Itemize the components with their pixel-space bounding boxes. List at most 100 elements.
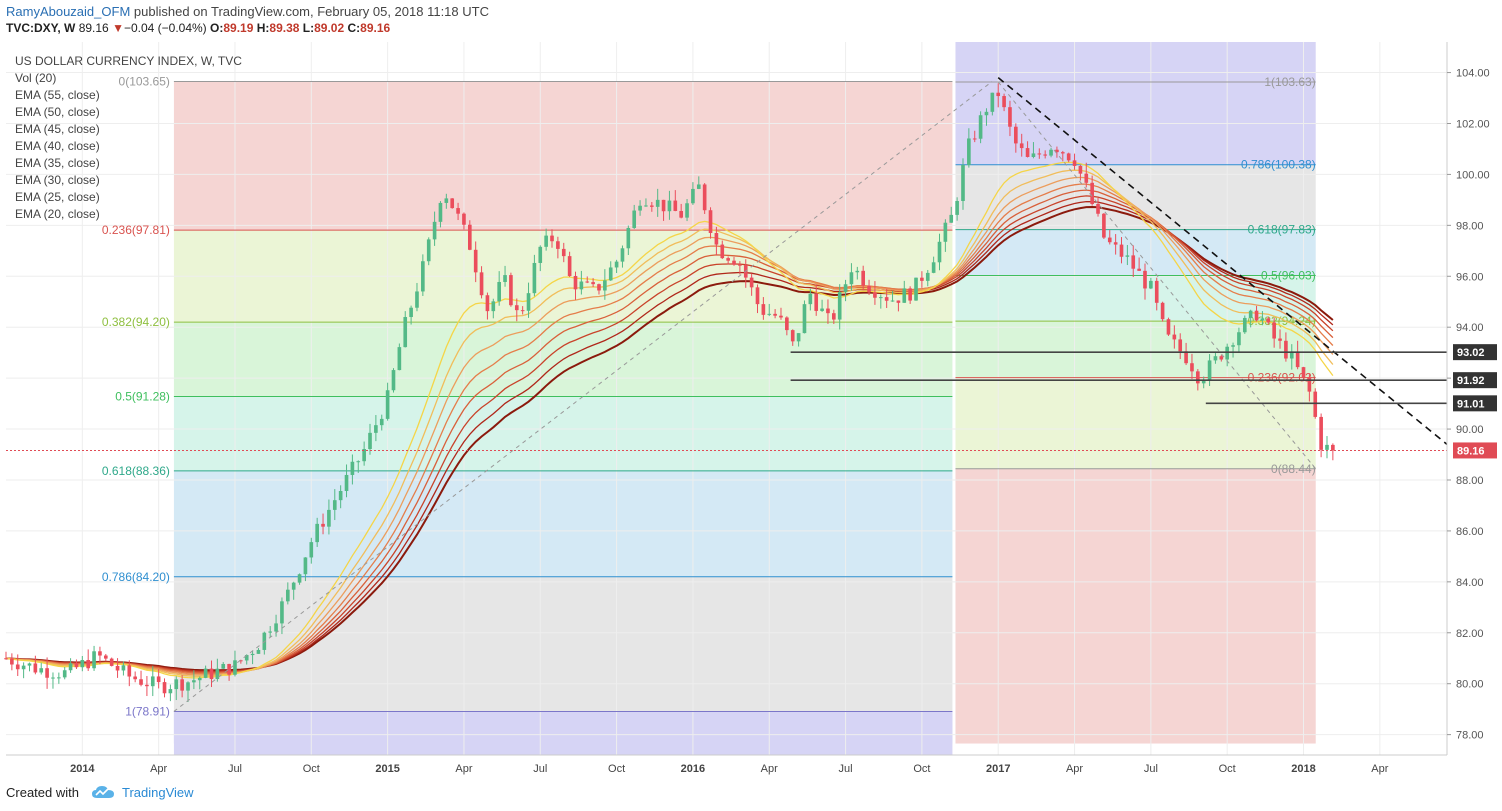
ema-20-line [5, 161, 1334, 679]
fib-a-band [173, 470, 953, 577]
candle-body [1225, 346, 1230, 360]
candle-body [127, 665, 132, 677]
candle-body [1178, 339, 1183, 352]
y-tick-label: 82.00 [1456, 628, 1484, 640]
candle-body [1060, 152, 1065, 154]
candle-body [1201, 380, 1206, 384]
candle-body [908, 288, 912, 301]
candle-body [309, 542, 314, 558]
legend-ema-30[interactable]: EMA (30, close) [15, 173, 100, 187]
ema-lines [5, 161, 1334, 679]
candle-body [4, 658, 8, 660]
y-tick-label: 86.00 [1456, 526, 1484, 538]
fib-b-connector [997, 81, 1317, 470]
candle-body [649, 205, 654, 207]
candle-body [1037, 153, 1042, 155]
candle-body [285, 589, 290, 602]
candle-body [961, 164, 965, 202]
candle-body [385, 390, 390, 419]
x-tick-label: Oct [913, 763, 930, 775]
candle-body [561, 248, 566, 257]
candle-body [556, 241, 560, 249]
candle-body [696, 184, 701, 189]
legend-vol[interactable]: Vol (20) [15, 71, 57, 85]
created-with-label: Created with [6, 785, 79, 800]
candle-body [491, 301, 496, 312]
candle-body [937, 241, 942, 263]
candle-body [1196, 371, 1200, 384]
legend-ema-45[interactable]: EMA (45, close) [15, 122, 100, 136]
candle-body [426, 239, 431, 262]
y-tick-label: 100.00 [1456, 169, 1490, 181]
candle-body [949, 214, 954, 223]
ema-30-line [5, 176, 1334, 676]
low-value: 89.02 [314, 21, 345, 35]
candle-body [732, 260, 736, 265]
candle-body [1301, 367, 1306, 378]
candle-body [10, 658, 14, 665]
candle-body [978, 115, 983, 139]
candle-body [1166, 319, 1171, 335]
candle-body [890, 300, 895, 302]
candle-body [943, 222, 948, 242]
candle-body [21, 665, 26, 670]
candle-body [27, 663, 32, 666]
candle-body [162, 682, 167, 694]
candle-body [438, 202, 443, 222]
fib-b-level-label: 0.236(92.02) [1248, 371, 1316, 385]
candle-body [591, 282, 595, 285]
candle-body [197, 677, 202, 681]
legend-ema-55[interactable]: EMA (55, close) [15, 88, 100, 102]
x-tick-label: Oct [608, 763, 625, 775]
candle-body [1119, 244, 1124, 257]
y-tick-label: 84.00 [1456, 577, 1484, 589]
legend-title[interactable]: US DOLLAR CURRENCY INDEX, W, TVC [15, 54, 242, 68]
candle-body [156, 676, 161, 683]
x-tick-label: Apr [1066, 763, 1083, 775]
candle-body [984, 111, 989, 116]
candle-body [632, 210, 637, 228]
legend-ema-25[interactable]: EMA (25, close) [15, 190, 100, 204]
candle-body [608, 267, 613, 281]
fib-b-band-base [955, 468, 1316, 744]
candle-body [15, 664, 20, 670]
candle-body [755, 287, 760, 305]
candle-body [790, 330, 795, 342]
candle-body [1272, 322, 1276, 339]
publisher-name[interactable]: RamyAbouzaid_OFM [6, 4, 131, 19]
candle-body [297, 574, 302, 583]
x-tick-label: 2016 [681, 763, 705, 775]
candle-body [773, 313, 777, 316]
candle-body [832, 313, 836, 320]
candle-body [1049, 149, 1053, 156]
candle-body [103, 655, 108, 659]
candle-body [925, 272, 930, 281]
legend-ema-40[interactable]: EMA (40, close) [15, 139, 100, 153]
fib-b-band [955, 377, 1316, 469]
legend-ema-35[interactable]: EMA (35, close) [15, 156, 100, 170]
candle-body [174, 679, 179, 690]
legend-ema-20[interactable]: EMA (20, close) [15, 207, 100, 221]
legend-ema-50[interactable]: EMA (50, close) [15, 105, 100, 119]
symbol-label: TVC:DXY, W [6, 21, 76, 35]
tradingview-link[interactable]: TradingView [122, 785, 194, 800]
candle-body [268, 631, 273, 633]
candle-body [244, 655, 249, 661]
candle-body [620, 248, 625, 262]
candle-body [368, 432, 372, 449]
close-label: C: [347, 21, 361, 35]
last-value: 89.16 [78, 21, 109, 35]
candle-body [1207, 360, 1212, 381]
candle-body [467, 224, 472, 250]
candle-body [332, 500, 337, 510]
fib-b-level-label: 0.786(100.38) [1241, 158, 1316, 172]
candle-body [738, 264, 742, 266]
candle-body [121, 665, 126, 671]
price-label-box [1453, 442, 1497, 459]
candle-body [462, 213, 466, 225]
candle-body [538, 246, 543, 263]
y-tick-label: 90.00 [1456, 424, 1484, 436]
candle-body [1008, 107, 1012, 127]
candle-body [1143, 270, 1147, 289]
